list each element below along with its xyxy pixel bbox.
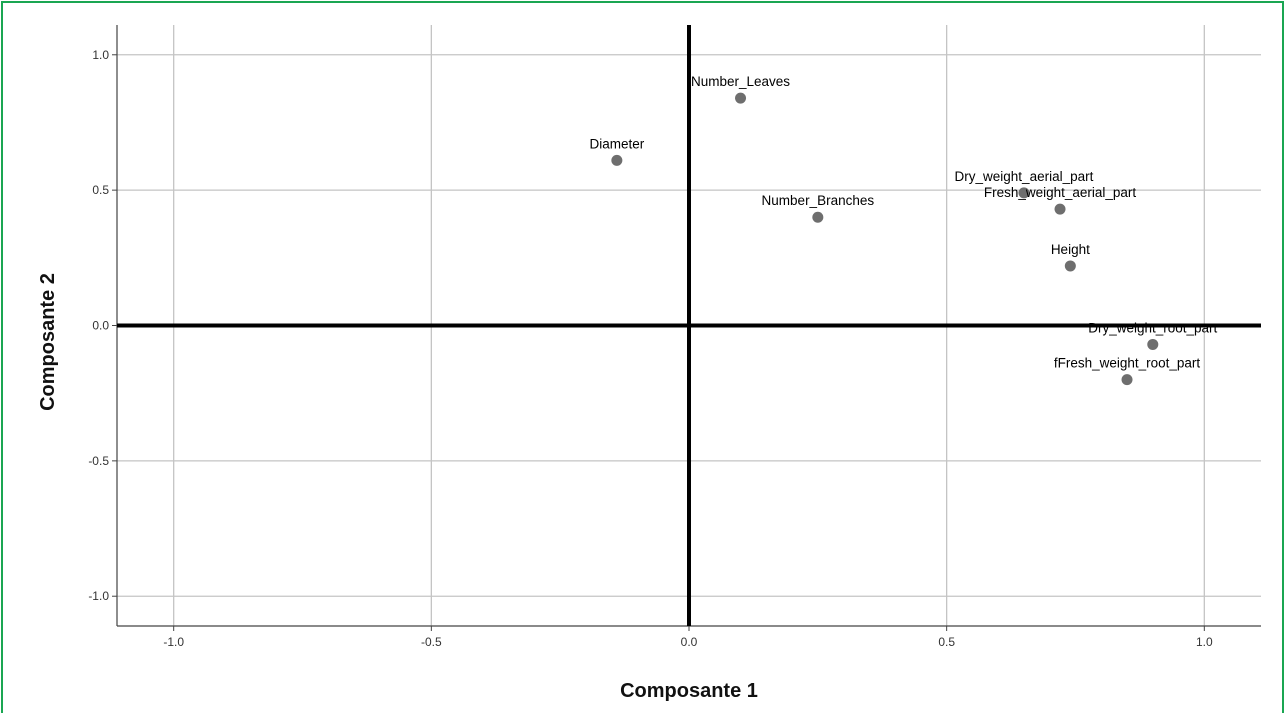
point-label: fFresh_weight_root_part (1054, 356, 1201, 371)
x-tick-label: -1.0 (163, 635, 184, 649)
x-tick-label: 1.0 (1196, 635, 1213, 649)
x-axis-title: Composante 1 (620, 680, 758, 702)
data-point (1147, 338, 1159, 350)
data-point (1018, 187, 1030, 199)
point-label: Number_Leaves (691, 74, 790, 89)
data-point (1064, 260, 1076, 272)
y-axis-title: Composante 2 (37, 273, 59, 411)
y-tick-label: 0.5 (92, 183, 109, 197)
point-label: Dry_weight_aerial_part (955, 169, 1094, 184)
axes (112, 25, 1261, 631)
data-point (735, 92, 747, 104)
y-tick-label: -0.5 (88, 454, 109, 468)
data-points (611, 92, 1159, 386)
y-tick-label: -1.0 (88, 589, 109, 603)
point-label: Diameter (589, 136, 644, 151)
tick-labels: -1.0 -0.5 0.0 0.5 1.0 -1.0 -0.5 0.0 0.5 1.0 (88, 48, 1213, 649)
x-tick-label: 0.5 (938, 635, 955, 649)
data-point (812, 211, 824, 223)
y-tick-label: 1.0 (92, 48, 109, 62)
y-tick-label: 0.0 (92, 319, 109, 333)
point-label: Number_Branches (762, 193, 875, 208)
x-tick-label: -0.5 (421, 635, 442, 649)
data-point (1121, 374, 1133, 386)
point-label: Dry_weight_root_part (1088, 320, 1217, 335)
data-point (1054, 203, 1066, 215)
data-point (611, 154, 623, 166)
x-tick-label: 0.0 (681, 635, 698, 649)
point-labels: Number_Leaves Diameter Dry_weight_aerial_p… (589, 74, 1217, 371)
point-label: Height (1051, 242, 1090, 257)
point-label: Fresh_weight_aerial_part (984, 185, 1137, 200)
